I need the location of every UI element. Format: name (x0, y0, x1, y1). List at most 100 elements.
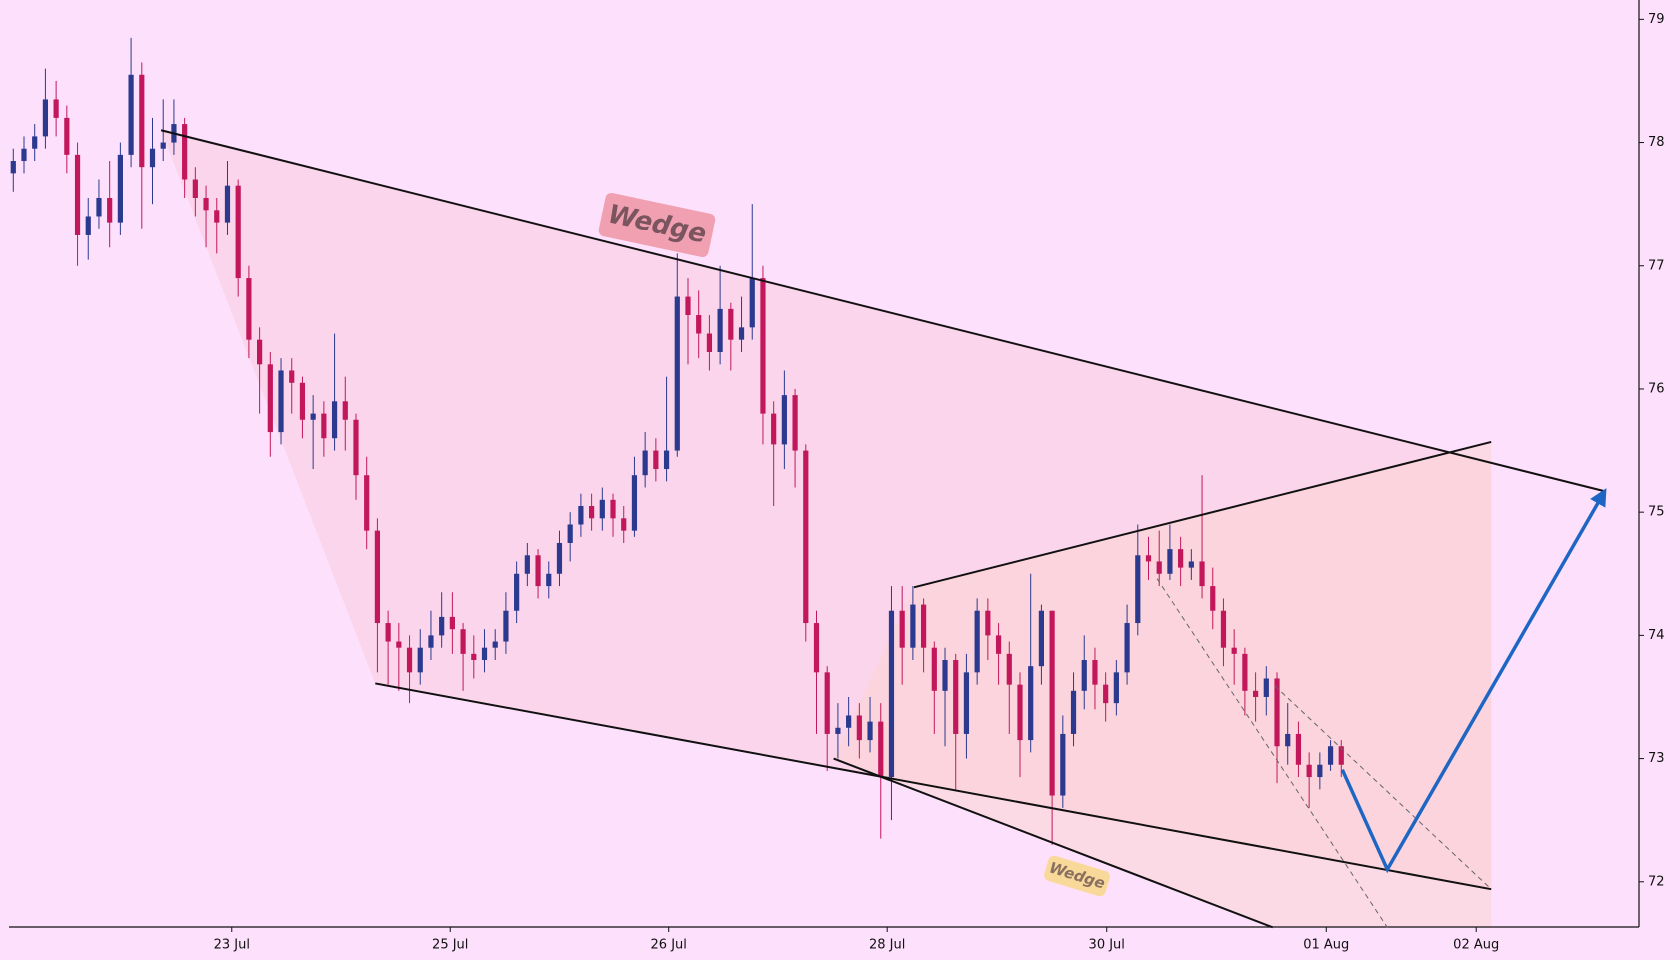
candle-body (535, 555, 541, 587)
candle-body (128, 74, 134, 155)
candle-body (771, 413, 777, 445)
candle-body (985, 610, 991, 636)
candle-body (492, 641, 498, 648)
candle-body (214, 210, 220, 223)
candle-body (953, 660, 959, 734)
candle-body (235, 185, 241, 279)
candle-body (910, 604, 916, 648)
candle-body (995, 635, 1002, 654)
candle-body (931, 647, 937, 691)
candle-body (257, 339, 263, 365)
candle-body (813, 623, 820, 673)
candle-body (139, 74, 145, 168)
candle-body (621, 518, 627, 531)
candle-body (920, 604, 927, 648)
candle-body (21, 148, 27, 162)
candle-body (1060, 733, 1066, 796)
candle-body (1220, 610, 1227, 648)
candle-body (299, 382, 306, 420)
wedge-label: Wedge (1044, 855, 1110, 897)
candle-body (64, 117, 70, 155)
candle-body (867, 721, 873, 741)
y-tick-label: 76 (1648, 381, 1665, 396)
trend-line (913, 440, 1492, 589)
candle-body (717, 308, 723, 352)
candle-body (1092, 660, 1098, 685)
candle-body (578, 506, 584, 525)
candle-body (1317, 764, 1323, 778)
candle-body (417, 647, 423, 673)
candle-body (42, 99, 49, 137)
candle-body (1081, 660, 1087, 691)
candle-body (439, 616, 445, 636)
y-tick-label: 75 (1648, 505, 1665, 520)
candle-body (1178, 549, 1184, 568)
candle-body (1274, 678, 1280, 747)
candle-body (1210, 586, 1216, 611)
candle-body (192, 179, 198, 198)
candle-body (1135, 555, 1141, 624)
candle-body (149, 148, 156, 168)
candle-body (32, 136, 38, 149)
candle-body (117, 154, 123, 223)
candle-body (963, 672, 970, 734)
y-tick-label: 78 (1648, 135, 1665, 150)
candle-body (1242, 653, 1248, 691)
candle-body (342, 401, 348, 420)
candle-body (888, 610, 895, 778)
candle-body (1006, 653, 1012, 685)
candle-body (182, 124, 188, 180)
candle-body (781, 395, 787, 445)
candle-body (738, 327, 745, 340)
candle-body (1338, 746, 1344, 765)
candle-body (503, 610, 509, 642)
candle-body (556, 542, 563, 574)
candle-body (728, 308, 734, 340)
candle-body (353, 419, 359, 476)
x-tick-label: 30 Jul (1089, 938, 1125, 953)
candle-body (1038, 610, 1045, 667)
candle-body (364, 475, 370, 531)
y-tick-label: 77 (1648, 258, 1665, 273)
candle-body (546, 573, 552, 587)
candle-body (449, 616, 455, 630)
candle-body (792, 395, 798, 451)
x-tick-label: 23 Jul (214, 938, 250, 953)
wedge-label-box (598, 192, 716, 258)
candle-body (1103, 684, 1109, 704)
y-tick-label: 72 (1648, 874, 1665, 889)
candle-body (203, 197, 209, 211)
candle-body (824, 672, 830, 734)
candle-body (10, 161, 16, 174)
candle-body (1070, 690, 1077, 734)
candle-body (567, 524, 573, 543)
trend-line (833, 757, 1274, 929)
candle-body (899, 610, 905, 648)
candle-body (107, 197, 113, 223)
candle-body (1049, 610, 1055, 796)
candle-body (1188, 561, 1194, 568)
candle-body (396, 641, 402, 648)
wedge-fill (833, 441, 1492, 928)
candle-body (96, 197, 102, 217)
candle-body (1295, 733, 1302, 765)
candle-body (1145, 555, 1152, 562)
candle-body (524, 555, 530, 574)
candle-body (803, 450, 809, 624)
candle-body (331, 401, 338, 439)
candle-body (514, 573, 520, 611)
candle-body (224, 185, 231, 223)
candle-body (856, 715, 862, 741)
candle-body (310, 413, 316, 420)
trend-line (375, 682, 1492, 891)
candle-body (53, 99, 59, 118)
candle-body (974, 610, 980, 673)
candle-body (653, 450, 659, 470)
candle-body (663, 450, 670, 470)
candle-body (631, 475, 638, 531)
candle-body (289, 370, 295, 383)
candle-body (1124, 623, 1130, 673)
candle-body (374, 530, 381, 624)
